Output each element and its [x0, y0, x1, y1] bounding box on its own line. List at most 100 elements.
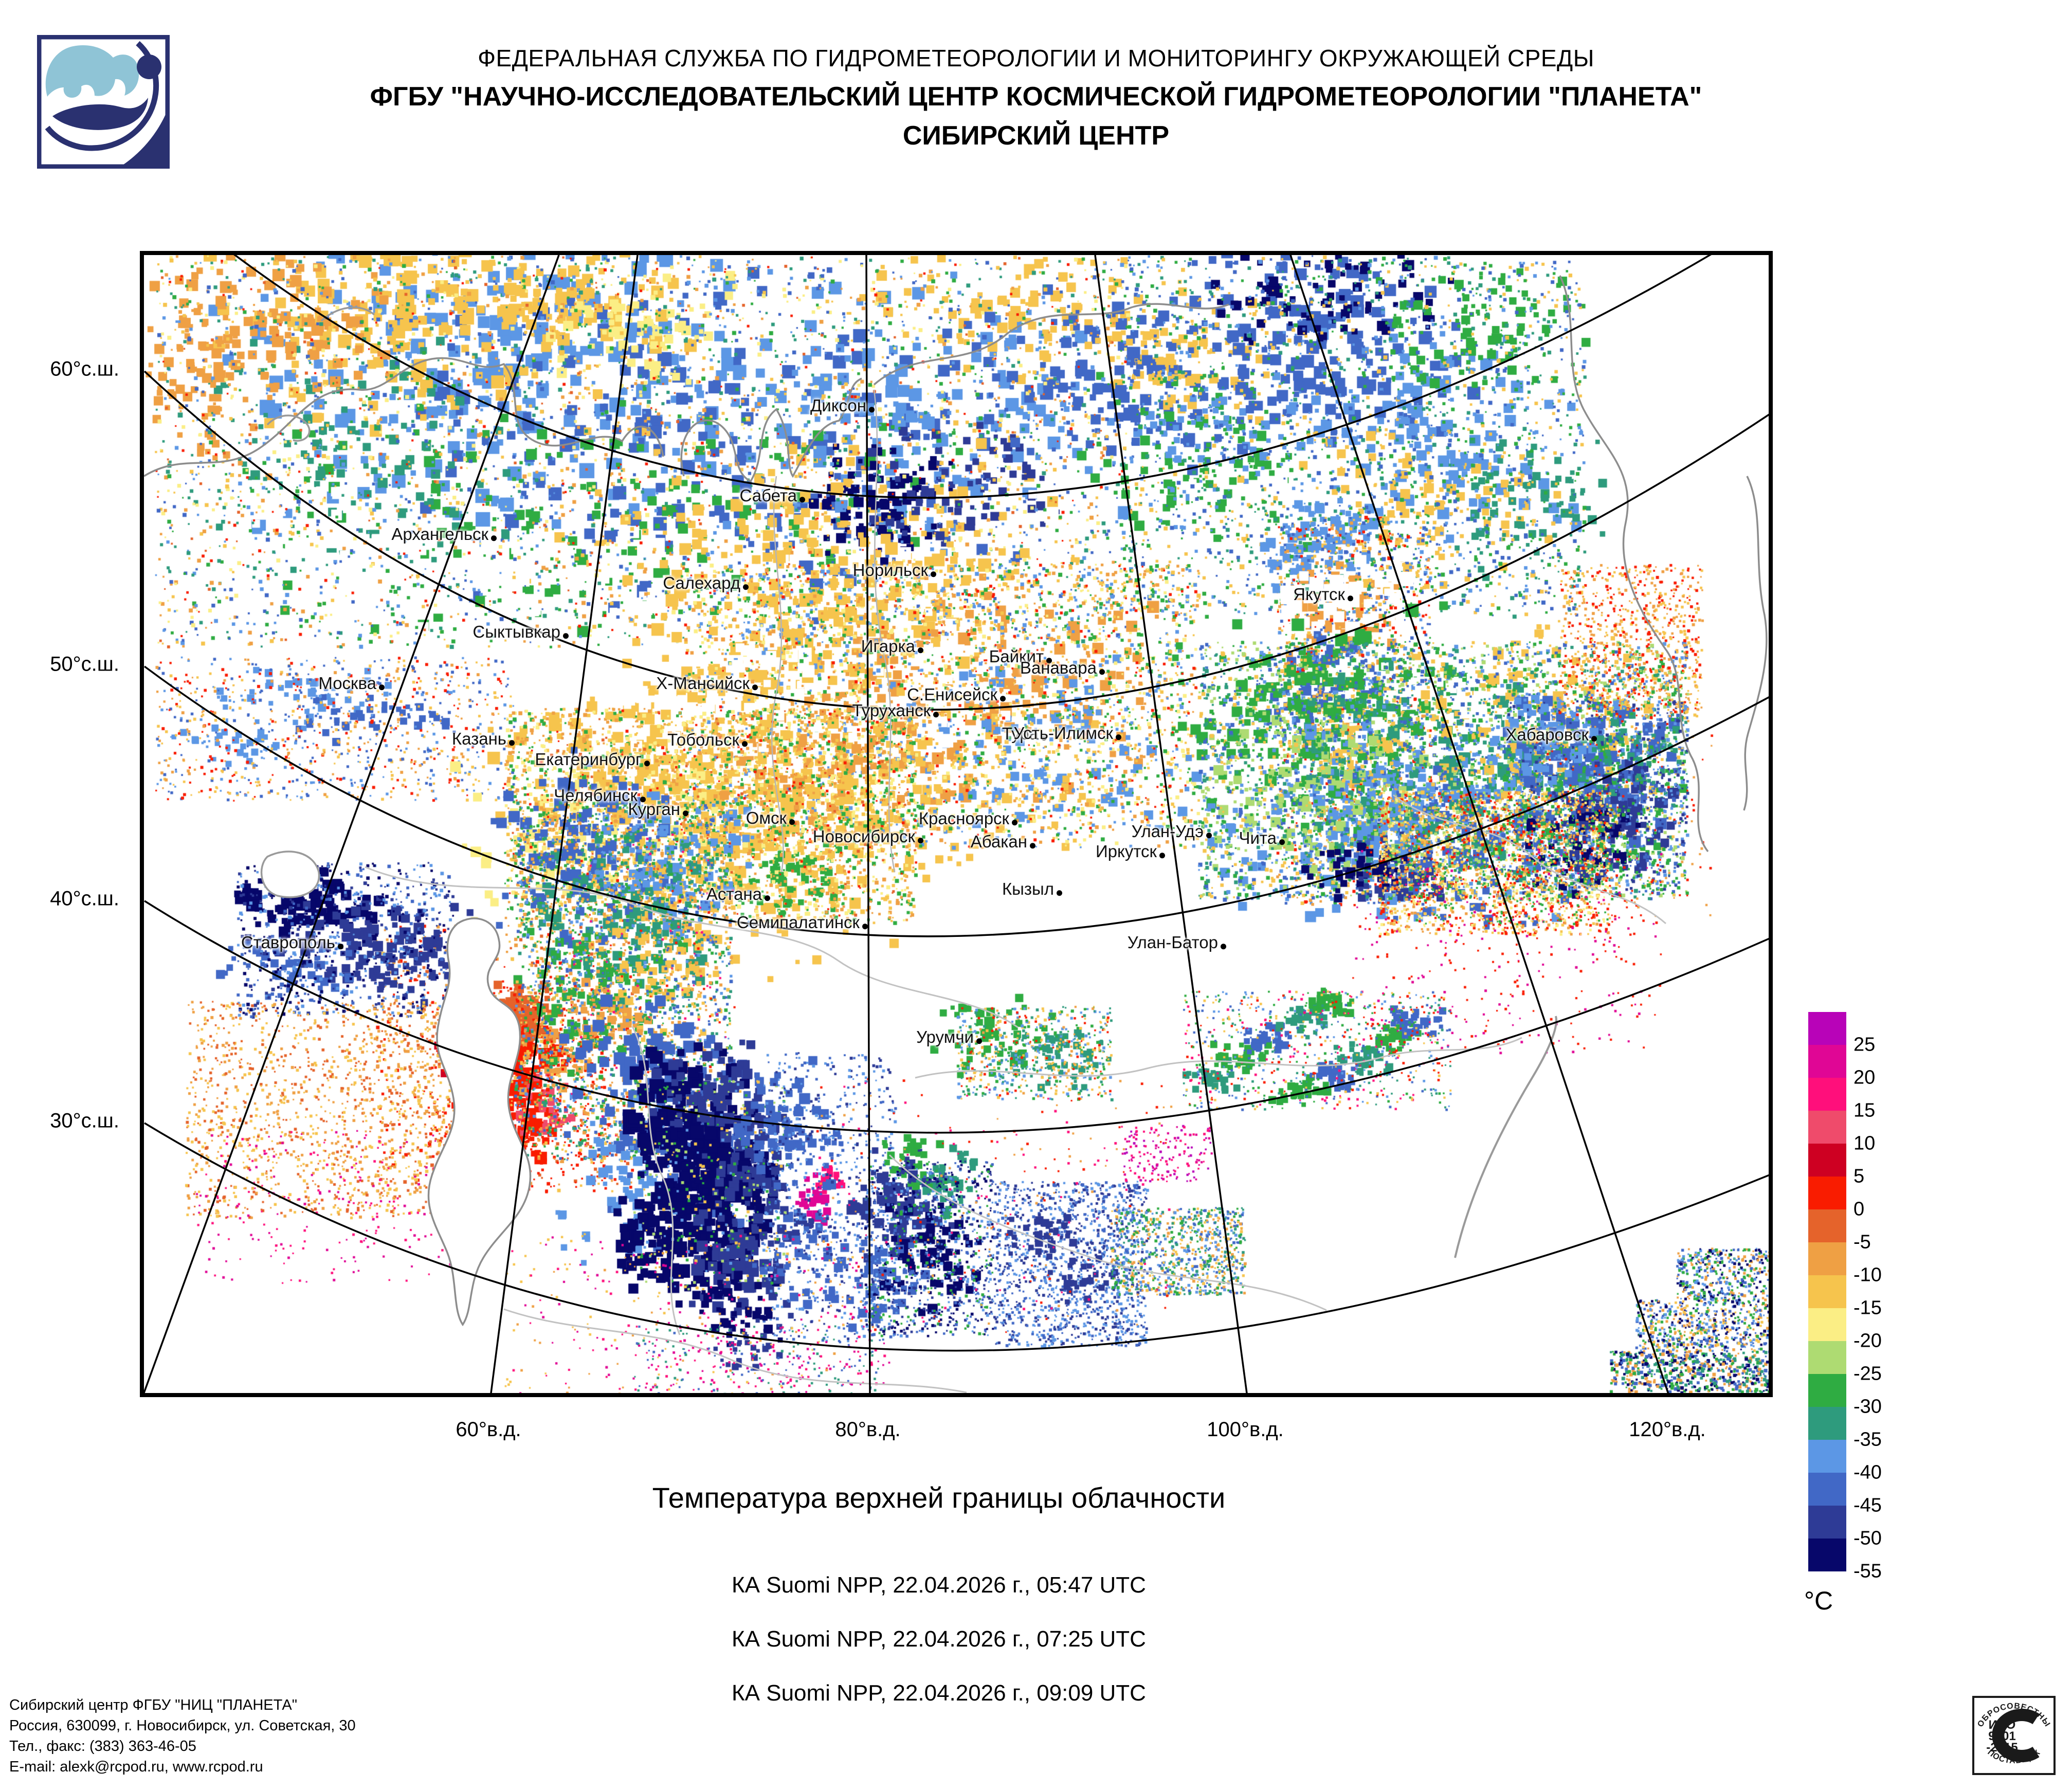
city-label: Улан-Батор [1128, 933, 1226, 952]
header-org-line: ФГБУ "НАУЧНО-ИССЛЕДОВАТЕЛЬСКИЙ ЦЕНТР КОС… [370, 82, 1702, 112]
city-label: Иркутск [1096, 842, 1165, 861]
city-dot [1159, 852, 1165, 858]
city-dot [869, 406, 875, 412]
legend-color-segment [1808, 1341, 1846, 1374]
city-name: Иркутск [1095, 842, 1157, 861]
city-label: Кызыл [1002, 879, 1062, 899]
legend-tick-label: -10 [1853, 1264, 1882, 1286]
header-center-line: СИБИРСКИЙ ЦЕНТР [902, 121, 1170, 151]
city-name: Курган [628, 800, 680, 819]
contact-line: Тел., факс: (383) 363-46-05 [9, 1738, 196, 1754]
lon-label: 100°в.д. [1207, 1418, 1284, 1441]
legend-tick-label: 0 [1853, 1198, 1865, 1220]
map-overlay [144, 255, 1769, 1393]
logo-swoosh [52, 98, 148, 130]
city-label: Х-Мансийск [656, 674, 758, 693]
city-label: Сабета [740, 486, 805, 505]
legend-color-segment [1808, 1407, 1846, 1440]
lat-label: 30°с.ш. [50, 1109, 119, 1132]
city-name: Байкит [989, 647, 1044, 666]
legend-color-segment [1808, 1506, 1846, 1539]
parallel-30n [144, 1122, 1769, 1352]
legend-tick-label: 5 [1853, 1165, 1865, 1187]
city-label: Хабаровск [1505, 725, 1597, 745]
city-label: Ванавара [1020, 658, 1105, 678]
city-name: Игарка [861, 637, 915, 656]
city-dot [1206, 832, 1212, 838]
legend-color-segment [1808, 1177, 1846, 1209]
city-name: Астана [706, 884, 762, 904]
city-dot [742, 740, 748, 747]
iso-9001-stamp: ДОБРОСОВЕСТНЫЙ ПОСТАВЩИК ИСО 9001 -2015 [1972, 1696, 2056, 1775]
graticule-grid [144, 255, 1769, 1393]
city-label: Новосибирск [813, 827, 923, 846]
city-dot [743, 584, 749, 590]
legend-color-segment [1808, 1209, 1846, 1242]
city-label: Усть-Илимск [1013, 723, 1121, 743]
city-dot [640, 796, 646, 802]
city-label: С.Енисейск [907, 685, 1006, 704]
city-label: Астана [706, 884, 770, 904]
legend-tick-label: 15 [1853, 1099, 1876, 1121]
city-name: Москва [318, 674, 376, 693]
city-name: Ванавара [1020, 658, 1097, 678]
header-agency-line: ФЕДЕРАЛЬНАЯ СЛУЖБА ПО ГИДРОМЕТЕОРОЛОГИИ … [478, 45, 1594, 71]
lat-label: 60°с.ш. [50, 357, 119, 381]
city-dot [1591, 735, 1597, 741]
city-name: Сабета [739, 486, 797, 505]
city-dot [644, 760, 650, 766]
city-label: Челябинск [554, 786, 646, 805]
legend-color-segment [1808, 1045, 1846, 1078]
city-label: Туруханск [852, 701, 939, 720]
city-name: Челябинск [554, 786, 638, 805]
stamp-iso-line: ИСО [1989, 1718, 2016, 1732]
city-name: Абакан [970, 832, 1027, 852]
legend-tick-label: 10 [1853, 1132, 1876, 1154]
city-name: Екатеринбург [535, 750, 642, 769]
satellite-pass-line: КА Suomi NPP, 22.04.2026 г., 07:25 UTC [732, 1626, 1146, 1652]
legend-tick-label: -25 [1853, 1363, 1882, 1385]
city-name: Казань [451, 729, 506, 749]
city-dot [379, 684, 385, 690]
city-dot [491, 535, 497, 541]
planeta-logo [37, 35, 170, 169]
logo-cloud-shape [45, 45, 139, 98]
legend-color-segment [1808, 1539, 1846, 1571]
city-dot [683, 810, 688, 816]
legend-color-segment [1808, 1111, 1846, 1144]
legend-color-segment [1808, 1308, 1846, 1341]
city-label: Чита [1239, 828, 1285, 848]
satellite-pass-line: КА Suomi NPP, 22.04.2026 г., 09:09 UTC [732, 1680, 1146, 1706]
coastlines [144, 275, 1768, 1327]
city-name: Ставрополь [241, 933, 335, 952]
city-name: Салехард [663, 573, 740, 593]
city-label: Семипалатинск [737, 913, 868, 932]
city-dot [1116, 734, 1121, 740]
city-dot [799, 496, 805, 502]
legend-color-segment [1808, 1440, 1846, 1473]
city-label: Игарка [861, 637, 923, 656]
city-name: Хабаровск [1505, 725, 1589, 745]
legend-tick-label: -30 [1853, 1396, 1882, 1418]
city-dot [765, 895, 770, 901]
city-label: Красноярск [919, 809, 1017, 828]
parallel-40n [144, 900, 1769, 1134]
legend-tick-label: -55 [1853, 1560, 1882, 1582]
city-dot [1057, 890, 1062, 896]
city-label: Норильск [853, 560, 936, 580]
city-name: Архангельск [391, 524, 488, 544]
city-name: Туруханск [852, 701, 931, 720]
lon-label: 120°в.д. [1629, 1418, 1706, 1441]
report-header: ФЕДЕРАЛЬНАЯ СЛУЖБА ПО ГИДРОМЕТЕОРОЛОГИИ … [0, 44, 2072, 151]
legend-color-segment [1808, 1144, 1846, 1177]
city-name: Сыктывкар [472, 622, 560, 642]
lon-label: 80°в.д. [835, 1418, 901, 1441]
city-label: Улан-Удэ [1132, 822, 1212, 841]
city-name: Омск [746, 808, 787, 828]
city-name: Диксон [810, 396, 866, 415]
legend-tick-label: 20 [1853, 1066, 1876, 1089]
meridian-40e [144, 255, 560, 1393]
city-dot [509, 739, 515, 746]
map-title: Температура верхней границы облачности [652, 1481, 1226, 1514]
legend-unit: °C [1804, 1586, 1833, 1615]
